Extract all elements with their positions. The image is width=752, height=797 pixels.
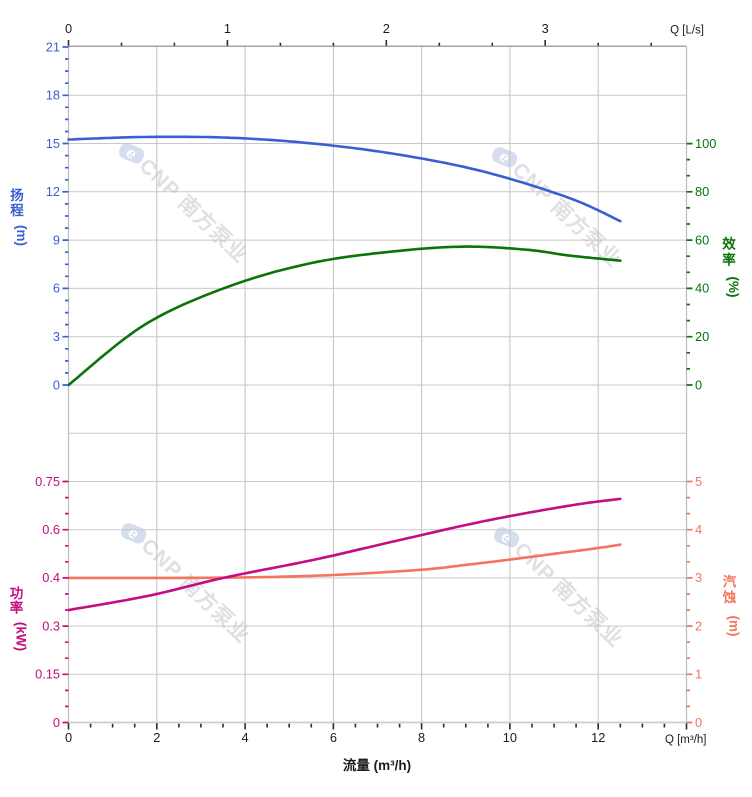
svg-text:0: 0 — [65, 730, 72, 745]
svg-text:3: 3 — [695, 570, 702, 585]
svg-text:Q [L/s]: Q [L/s] — [670, 25, 704, 37]
svg-text:1: 1 — [224, 21, 231, 36]
svg-text:0.4: 0.4 — [42, 570, 60, 585]
svg-text:程: 程 — [10, 203, 24, 218]
svg-text:Q [m³/h]: Q [m³/h] — [665, 734, 707, 746]
svg-text:流量 (m³/h): 流量 (m³/h) — [343, 757, 411, 773]
svg-text:4: 4 — [695, 522, 702, 537]
svg-text:0: 0 — [695, 715, 702, 730]
svg-text:率: 率 — [10, 600, 24, 616]
svg-text:9: 9 — [53, 232, 60, 247]
svg-text:12: 12 — [46, 184, 60, 199]
svg-text:0.6: 0.6 — [42, 522, 60, 537]
svg-text:5: 5 — [695, 474, 702, 489]
svg-text:(m): (m) — [727, 616, 742, 637]
svg-text:1: 1 — [695, 667, 702, 682]
svg-text:3: 3 — [53, 329, 60, 344]
svg-text:6: 6 — [53, 281, 60, 296]
svg-text:功: 功 — [10, 586, 24, 601]
svg-text:15: 15 — [46, 136, 60, 151]
svg-text:0.15: 0.15 — [35, 667, 60, 682]
svg-text:21: 21 — [46, 39, 60, 54]
svg-text:3: 3 — [542, 21, 549, 36]
svg-text:2: 2 — [383, 21, 390, 36]
svg-text:(m): (m) — [14, 225, 29, 246]
svg-text:效: 效 — [722, 236, 736, 252]
svg-text:80: 80 — [695, 184, 709, 199]
svg-text:4: 4 — [242, 730, 249, 745]
svg-text:0: 0 — [695, 377, 702, 392]
svg-text:扬: 扬 — [10, 187, 24, 203]
svg-text:蚀: 蚀 — [722, 589, 737, 605]
svg-text:20: 20 — [695, 329, 709, 344]
svg-text:(%): (%) — [726, 277, 741, 298]
svg-text:0: 0 — [53, 377, 60, 392]
svg-text:12: 12 — [591, 730, 605, 745]
svg-text:60: 60 — [695, 232, 709, 247]
svg-text:(kW): (kW) — [14, 622, 29, 651]
svg-text:6: 6 — [330, 730, 337, 745]
svg-text:汽: 汽 — [723, 574, 737, 590]
svg-text:2: 2 — [695, 618, 702, 633]
svg-text:100: 100 — [695, 136, 716, 151]
svg-text:0: 0 — [53, 715, 60, 730]
svg-text:40: 40 — [695, 281, 709, 296]
svg-text:0: 0 — [65, 21, 72, 36]
svg-text:18: 18 — [46, 88, 60, 103]
svg-text:0.3: 0.3 — [42, 618, 60, 633]
svg-text:8: 8 — [418, 730, 425, 745]
svg-text:10: 10 — [503, 730, 517, 745]
svg-text:率: 率 — [722, 252, 736, 268]
svg-text:2: 2 — [153, 730, 160, 745]
svg-text:0.75: 0.75 — [35, 474, 60, 489]
